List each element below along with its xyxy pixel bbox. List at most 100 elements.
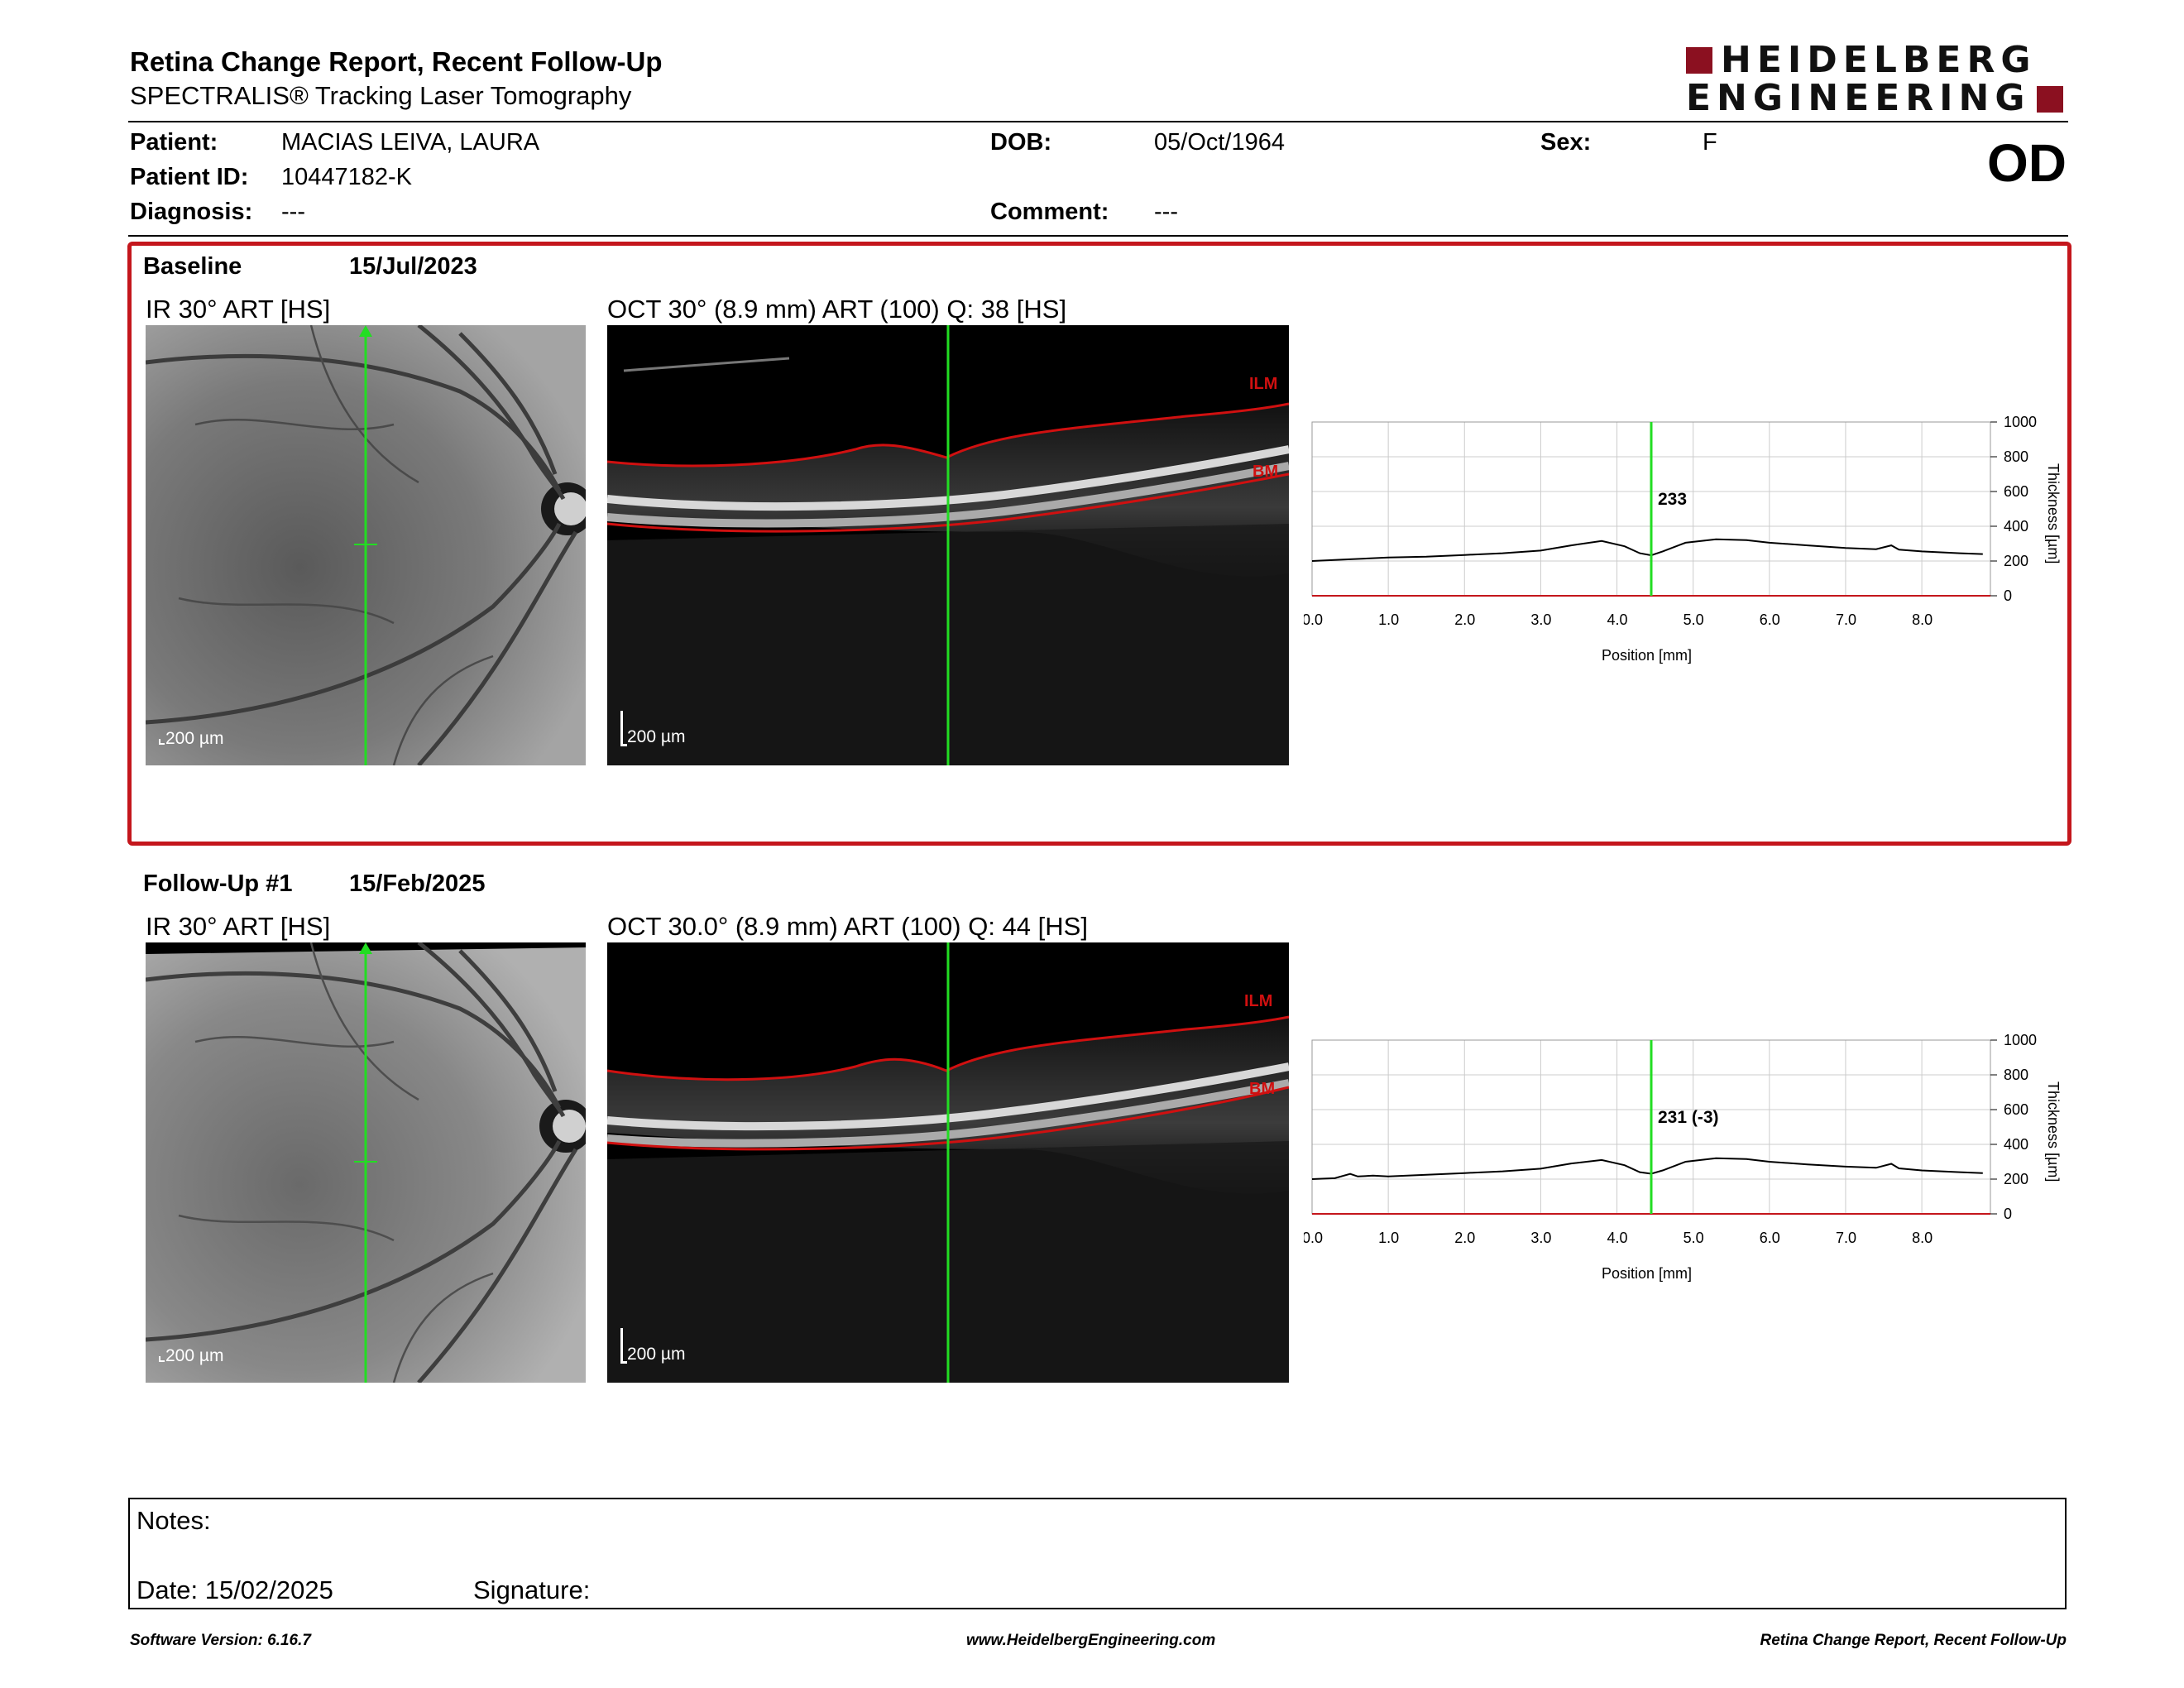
report-subtitle: SPECTRALIS® Tracking Laser Tomography <box>130 81 632 110</box>
oct-graphic <box>607 325 1289 765</box>
y-tick-label: 400 <box>2004 518 2028 535</box>
scalebar-label: 200 µm <box>165 1346 224 1365</box>
followup-label: Follow-Up #1 <box>143 870 293 897</box>
patient-divider <box>128 235 2068 237</box>
baseline-ir-image[interactable]: 200 µm <box>146 325 586 765</box>
thickness-series-line <box>1311 538 1983 562</box>
y-tick-label: 200 <box>2004 1171 2028 1187</box>
scalebar <box>620 711 627 746</box>
followup-date: 15/Feb/2025 <box>349 870 486 897</box>
x-tick-label: 6.0 <box>1760 611 1780 628</box>
baseline-thickness-chart: 0 200 400 600 800 1000 0.0 1.0 2.0 3.0 4.0 5.0 6.0 7.… <box>1302 414 2081 679</box>
y-tick-label: 600 <box>2004 483 2028 500</box>
scalebar <box>620 1328 627 1364</box>
patient-id: 10447182-K <box>281 164 413 190</box>
oct-graphic <box>607 942 1289 1383</box>
logo-square-bottom <box>2037 86 2063 113</box>
logo-square-top <box>1686 47 1712 74</box>
x-tick-label: 2.0 <box>1454 1230 1475 1246</box>
x-tick-label: 8.0 <box>1912 1230 1933 1246</box>
notes-box[interactable]: Notes: Date: 15/02/2025 Signature: <box>128 1498 2067 1609</box>
y-tick-label: 0 <box>2004 1206 2012 1222</box>
y-tick-label: 400 <box>2004 1136 2028 1153</box>
x-tick-label: 7.0 <box>1836 611 1856 628</box>
baseline-date: 15/Jul/2023 <box>349 253 477 280</box>
footer-software-version: Software Version: 6.16.7 <box>130 1632 311 1649</box>
y-tick-label: 800 <box>2004 448 2028 465</box>
baseline-oct-title: OCT 30° (8.9 mm) ART (100) Q: 38 [HS] <box>607 295 1067 324</box>
thickness-chart-svg: 0 200 400 600 800 1000 0.0 1.0 2.0 3.0 4.0 5.0 6.0 7.… <box>1302 1032 2062 1282</box>
x-axis-label: Position [mm] <box>1602 647 1692 664</box>
y-tick-label: 1000 <box>2004 1032 2037 1048</box>
x-tick-label: 1.0 <box>1378 611 1399 628</box>
dob-value: 05/Oct/1964 <box>1154 129 1285 156</box>
eye-indicator: OD <box>1987 133 2067 193</box>
signature-label: Signature: <box>473 1575 591 1604</box>
baseline-label: Baseline <box>143 253 242 280</box>
sex-label: Sex: <box>1540 129 1592 156</box>
y-tick-label: 1000 <box>2004 414 2037 430</box>
logo-line1: HEIDELBERG <box>1721 39 2037 81</box>
logo-line2: ENGINEERING <box>1686 77 2031 119</box>
x-tick-label: 7.0 <box>1836 1230 1856 1246</box>
scalebar <box>159 1356 165 1362</box>
baseline-oct-image[interactable]: ILM BM 200 µm <box>607 325 1289 765</box>
fundus-graphic <box>146 325 586 765</box>
baseline-frame <box>127 242 2071 846</box>
bm-label: BM <box>1249 1080 1276 1098</box>
date-label: Date: 15/02/2025 <box>136 1575 333 1604</box>
bm-label: BM <box>1252 463 1279 481</box>
heidelberg-logo: HEIDELBERG ENGINEERING <box>1686 39 2067 119</box>
x-tick-label: 0.0 <box>1304 1230 1323 1246</box>
followup-ir-image[interactable]: 200 µm <box>146 942 586 1383</box>
ilm-label: ILM <box>1249 375 1278 393</box>
comment-label: Comment: <box>990 199 1109 225</box>
x-axis-label: Position [mm] <box>1602 1265 1692 1282</box>
x-tick-label: 6.0 <box>1760 1230 1780 1246</box>
dob-label: DOB: <box>990 129 1052 156</box>
x-tick-label: 1.0 <box>1378 1230 1399 1246</box>
scalebar-label: 200 µm <box>627 1345 686 1364</box>
marker-value-label: 233 <box>1658 490 1687 509</box>
y-tick-label: 0 <box>2004 587 2012 604</box>
diagnosis-value: --- <box>281 199 305 225</box>
y-tick-label: 800 <box>2004 1067 2028 1083</box>
scalebar-label: 200 µm <box>627 727 686 746</box>
baseline-ir-title: IR 30° ART [HS] <box>146 295 331 324</box>
sex-value: F <box>1703 129 1717 156</box>
scalebar <box>159 739 165 745</box>
thickness-series-line <box>1311 1157 1983 1180</box>
footer-report-name: Retina Change Report, Recent Follow-Up <box>1760 1632 2067 1649</box>
patient-label: Patient: <box>130 129 218 156</box>
header-divider <box>128 121 2068 122</box>
followup-oct-image[interactable]: ILM BM 200 µm <box>607 942 1289 1383</box>
x-tick-label: 5.0 <box>1684 611 1704 628</box>
report-title: Retina Change Report, Recent Follow-Up <box>130 46 663 77</box>
y-tick-label: 200 <box>2004 553 2028 569</box>
followup-ir-title: IR 30° ART [HS] <box>146 912 331 941</box>
thickness-chart-svg: 0 200 400 600 800 1000 0.0 1.0 2.0 3.0 4.0 5.0 6.0 7.… <box>1302 414 2062 664</box>
diagnosis-label: Diagnosis: <box>130 199 253 225</box>
x-tick-label: 0.0 <box>1304 611 1323 628</box>
y-tick-label: 600 <box>2004 1101 2028 1118</box>
x-tick-label: 4.0 <box>1607 611 1628 628</box>
x-tick-label: 5.0 <box>1684 1230 1704 1246</box>
x-tick-label: 8.0 <box>1912 611 1933 628</box>
y-axis-label: Thickness [µm] <box>2045 1081 2062 1182</box>
marker-value-label: 231 (-3) <box>1658 1108 1719 1127</box>
x-tick-label: 3.0 <box>1530 1230 1551 1246</box>
patient-id-label: Patient ID: <box>130 164 249 190</box>
notes-label: Notes: <box>136 1506 211 1535</box>
ilm-label: ILM <box>1244 992 1273 1010</box>
followup-oct-title: OCT 30.0° (8.9 mm) ART (100) Q: 44 [HS] <box>607 912 1088 941</box>
patient-name: MACIAS LEIVA, LAURA <box>281 129 540 156</box>
footer-website[interactable]: www.HeidelbergEngineering.com <box>966 1632 1216 1649</box>
x-tick-label: 4.0 <box>1607 1230 1628 1246</box>
comment-value: --- <box>1154 199 1178 225</box>
followup-thickness-chart: 0 200 400 600 800 1000 0.0 1.0 2.0 3.0 4.0 5.0 6.0 7.… <box>1302 1032 2081 1297</box>
x-tick-label: 3.0 <box>1530 611 1551 628</box>
y-axis-label: Thickness [µm] <box>2045 463 2062 563</box>
fundus-graphic <box>146 942 586 1383</box>
scalebar-label: 200 µm <box>165 729 224 748</box>
x-tick-label: 2.0 <box>1454 611 1475 628</box>
